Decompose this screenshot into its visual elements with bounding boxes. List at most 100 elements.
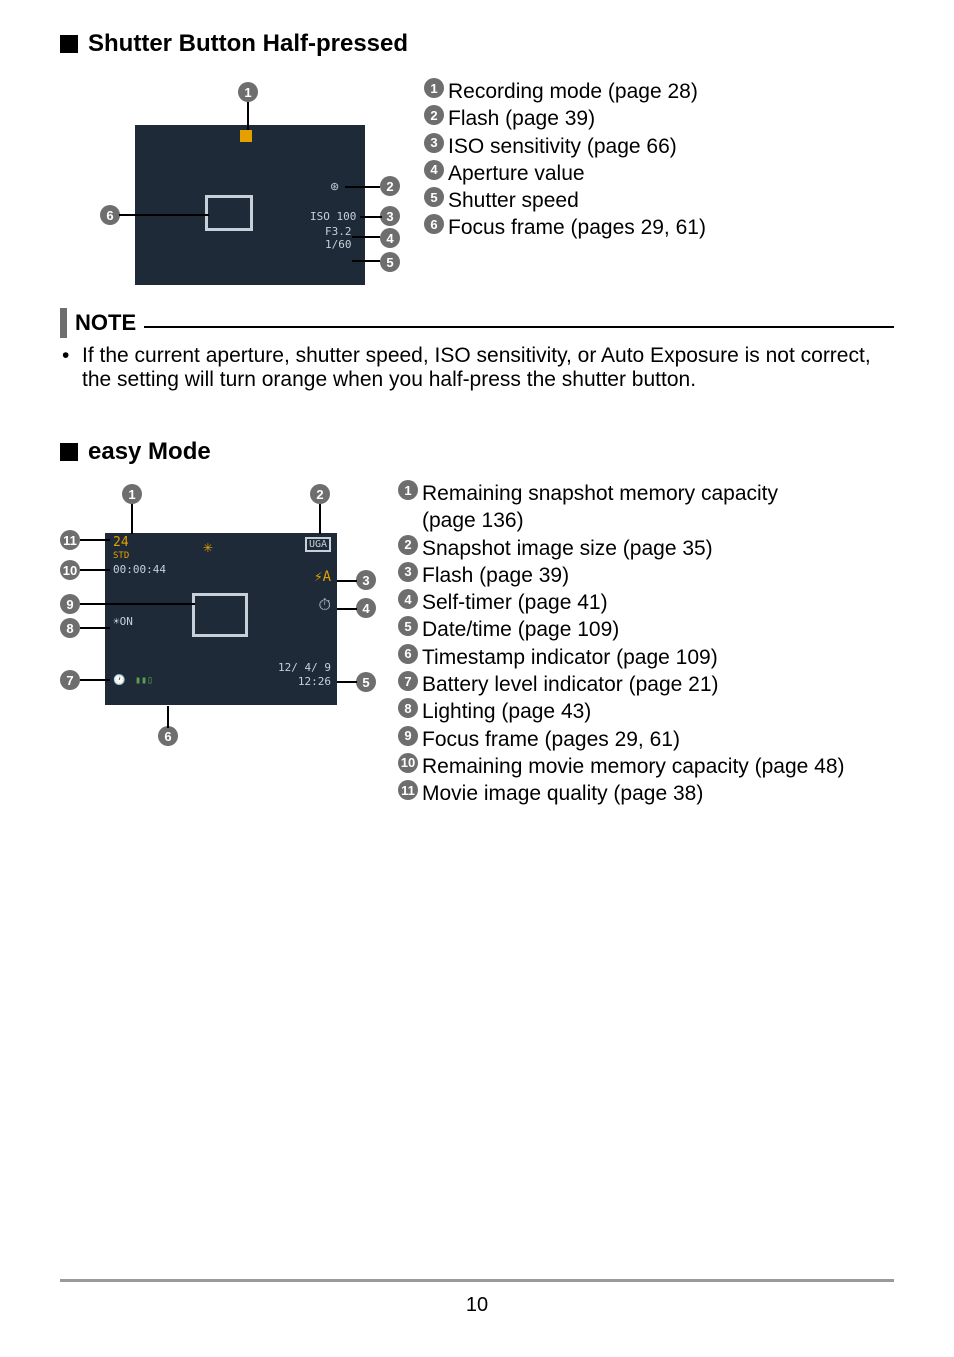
legend-badge-icon: 1 [424,78,444,98]
legend-item: 3Flash (page 39) [398,562,845,589]
note-body: • If the current aperture, shutter speed… [60,338,894,392]
legend-text: Recording mode (page 28) [448,78,698,105]
timestamp-icon: 🕐 [113,675,125,686]
leader-line [131,504,133,534]
legend-item: 2Flash (page 39) [424,105,706,132]
leader-line [80,569,110,571]
legend-item: 7Battery level indicator (page 21) [398,671,845,698]
leader-line [167,706,169,728]
legend-item: 4Aperture value [424,160,706,187]
legend-text: Aperture value [448,160,585,187]
callout-badge-3: 3 [380,206,400,226]
leader-line [360,216,382,218]
callout-badge-7: 7 [60,670,80,690]
callout-badge-3: 3 [356,570,376,590]
page-number: 10 [60,1282,894,1317]
section1-legend: 1Recording mode (page 28) 2Flash (page 3… [400,70,706,242]
leader-line [345,186,380,188]
square-bullet-icon [60,35,78,53]
recording-mode-icon [240,130,252,142]
legend-badge-icon: 3 [398,562,418,582]
snapshot-count: 24 [113,535,129,550]
leader-line [80,627,110,629]
legend-text: Flash (page 39) [448,105,595,132]
easy-mode-icon: ✳ [203,537,213,556]
note-divider-line [144,326,894,328]
legend-text: Movie image quality (page 38) [422,780,703,807]
legend-item: 9Focus frame (pages 29, 61) [398,726,845,753]
legend-text: Focus frame (pages 29, 61) [448,214,706,241]
legend-item: 2Snapshot image size (page 35) [398,535,845,562]
legend-badge-icon: 5 [424,187,444,207]
legend-badge-icon: 11 [398,780,418,800]
legend-text: Lighting (page 43) [422,698,591,725]
legend-item: 3ISO sensitivity (page 66) [424,133,706,160]
leader-line [80,603,195,605]
focus-frame-icon [192,593,248,637]
legend-badge-icon: 6 [398,644,418,664]
legend-text: Battery level indicator (page 21) [422,671,719,698]
callout-badge-8: 8 [60,618,80,638]
legend-sub-text: (page 136) [398,507,524,534]
legend-item: 6Timestamp indicator (page 109) [398,644,845,671]
legend-item: 5Shutter speed [424,187,706,214]
note-text: If the current aperture, shutter speed, … [82,344,894,392]
leader-line [352,260,380,262]
legend-text: Self-timer (page 41) [422,589,608,616]
section1-heading: Shutter Button Half-pressed [60,30,894,58]
callout-badge-1: 1 [238,82,258,102]
leader-line [337,681,357,683]
self-timer-icon: ⏱ [319,595,331,615]
section1-title: Shutter Button Half-pressed [88,30,408,58]
legend-text: ISO sensitivity (page 66) [448,133,677,160]
flash-icon: ⊛ [330,180,339,193]
legend-badge-icon: 4 [398,589,418,609]
callout-badge-5: 5 [356,672,376,692]
section2-legend: 1Remaining snapshot memory capacity (pag… [380,478,845,808]
legend-item: 8Lighting (page 43) [398,698,845,725]
legend-text: Flash (page 39) [422,562,569,589]
note-block: NOTE • If the current aperture, shutter … [60,308,894,392]
legend-text: Focus frame (pages 29, 61) [422,726,680,753]
camera-diagram-1: ⊛ ISO 100 F3.2 1/60 1 2 3 4 5 6 [100,70,400,290]
callout-badge-10: 10 [60,560,80,580]
legend-badge-icon: 2 [398,535,418,555]
leader-line [337,580,357,582]
legend-badge-icon: 2 [424,105,444,125]
leader-line [337,608,357,610]
legend-text: Date/time (page 109) [422,616,619,643]
note-bar-icon [60,308,67,338]
legend-badge-icon: 3 [424,133,444,153]
image-size-icon: UGA [305,537,331,552]
bullet-icon: • [62,344,82,392]
legend-sub: (page 136) [398,507,845,534]
legend-text: Shutter speed [448,187,579,214]
note-header: NOTE [60,308,894,338]
legend-text: Snapshot image size (page 35) [422,535,713,562]
section2-title: easy Mode [88,438,211,466]
section2-row: 24 STD 00:00:44 ✳ UGA ⚡A ⏱ ☀ON 12/ 4/ 9 … [60,478,894,808]
battery-icon: ▮▮▯ [135,675,153,686]
aperture-readout: F3.2 [325,225,352,238]
movie-remaining: 00:00:44 [113,563,166,576]
flash-indicator-icon: ⚡A [314,569,331,585]
legend-badge-icon: 5 [398,616,418,636]
legend-badge-icon: 9 [398,726,418,746]
legend-item: 5Date/time (page 109) [398,616,845,643]
leader-line [352,236,380,238]
callout-badge-4: 4 [356,598,376,618]
callout-badge-2: 2 [310,484,330,504]
legend-badge-icon: 4 [424,160,444,180]
legend-badge-icon: 8 [398,698,418,718]
time-readout: 12:26 [298,675,331,688]
legend-badge-icon: 6 [424,214,444,234]
legend-item: 1Recording mode (page 28) [424,78,706,105]
date-readout: 12/ 4/ 9 [278,661,331,674]
iso-readout: ISO 100 [310,210,356,223]
lighting-icon: ☀ON [113,615,133,628]
legend-badge-icon: 1 [398,480,418,500]
legend-item: 11Movie image quality (page 38) [398,780,845,807]
focus-frame-icon [205,195,253,231]
leader-line [247,102,249,130]
legend-item: 1Remaining snapshot memory capacity [398,480,845,507]
